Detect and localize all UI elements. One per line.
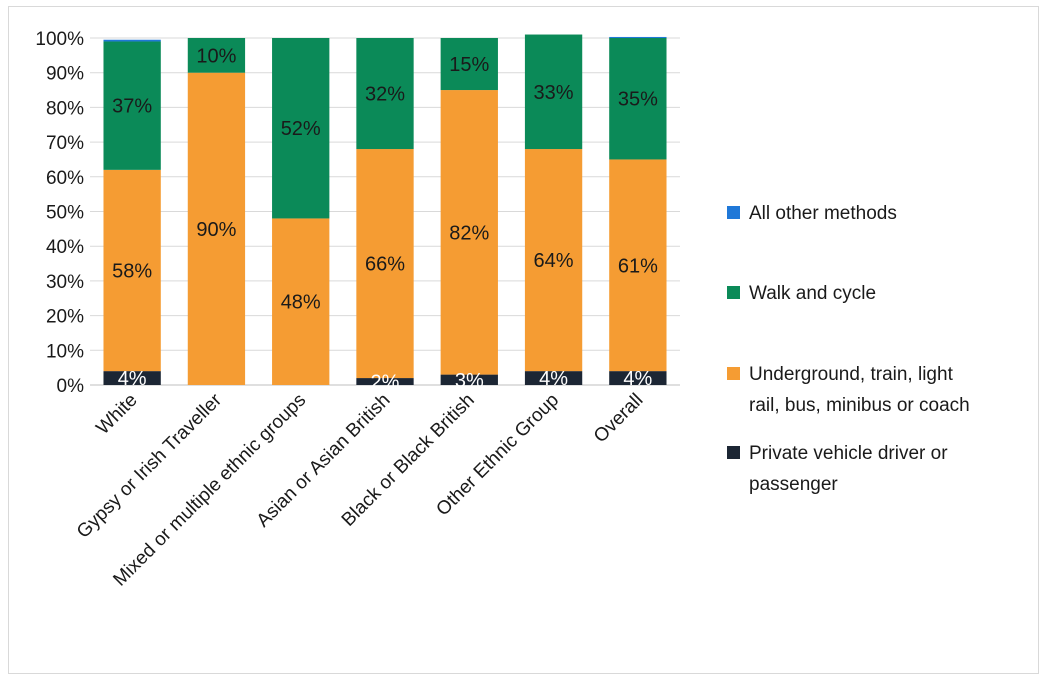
data-label: 33% (534, 82, 574, 104)
bar-segment (609, 159, 667, 372)
x-tick-label: White (92, 390, 141, 439)
data-label: 32% (365, 84, 405, 106)
legend-label: All other methods (749, 203, 897, 224)
y-tick-label: 40% (46, 237, 84, 258)
bar-segment (272, 218, 330, 385)
data-label: 4% (539, 368, 568, 390)
x-tick-label: Gypsy or Irish Traveller (73, 389, 226, 542)
legend-label: Walk and cycle (749, 283, 876, 304)
bar-segment (272, 38, 330, 219)
data-label: 4% (118, 368, 147, 390)
y-tick-label: 80% (46, 98, 84, 119)
y-tick-label: 0% (57, 376, 85, 397)
y-tick-label: 100% (35, 29, 84, 50)
data-label: 61% (618, 255, 658, 277)
bar-segment (440, 374, 498, 385)
bar-segment (609, 371, 667, 385)
legend: All other methods Walk and cycle Undergrou… (727, 203, 970, 495)
x-tick-label: Overall (590, 390, 647, 447)
legend-swatch (727, 286, 740, 299)
data-label: 10% (196, 45, 236, 67)
y-tick-label: 90% (46, 64, 84, 85)
bar-segment (440, 90, 498, 375)
data-label: 48% (281, 292, 321, 314)
bar-segment (524, 34, 583, 150)
legend-label: Underground, train, light rail, bus, mini… (749, 364, 970, 416)
bar-segment (187, 72, 246, 385)
y-tick-label: 60% (46, 168, 84, 189)
legend-swatch (727, 367, 740, 380)
bar-segment (524, 371, 583, 385)
bar-segment (356, 38, 414, 150)
y-tick-label: 70% (46, 133, 84, 154)
legend-label: Private vehicle driver or passenger (749, 443, 948, 495)
legend-swatch (727, 446, 740, 459)
data-label: 66% (365, 254, 405, 276)
bar-segment (103, 39, 161, 42)
bar-segment (609, 38, 667, 160)
data-label: 64% (534, 250, 574, 272)
y-tick-label: 50% (46, 203, 84, 224)
bars (103, 34, 667, 385)
bar-segment (356, 149, 414, 379)
bar-segment (356, 378, 414, 385)
bar-segment (103, 41, 161, 170)
bar-segment (103, 371, 161, 385)
y-tick-label: 30% (46, 272, 84, 293)
data-label: 4% (623, 368, 652, 390)
bar-segment (440, 38, 498, 91)
legend-swatch (727, 206, 740, 219)
bar-segment (609, 36, 667, 38)
data-label: 3% (455, 370, 484, 392)
data-label: 35% (618, 89, 658, 111)
y-axis: 0% 10% 20% 30% 40% 50% 60% 70% 80% 90% 100% (35, 29, 84, 397)
data-label: 90% (196, 219, 236, 241)
data-label: 52% (281, 118, 321, 140)
bar-segment (103, 169, 161, 372)
data-label: 15% (449, 54, 489, 76)
data-label: 2% (371, 372, 400, 394)
bar-segment (187, 38, 246, 73)
data-labels: 4% 58% 37% 90% 10% 48% 52% 2% 66% 32% 3% 82% 15% 4% 64… (112, 45, 658, 393)
data-label: 82% (449, 222, 489, 244)
data-label: 58% (112, 260, 152, 282)
y-tick-label: 10% (46, 341, 84, 362)
bar-segment (524, 149, 583, 372)
data-label: 37% (112, 96, 152, 118)
y-tick-label: 20% (46, 307, 84, 328)
chart-frame (8, 6, 1039, 674)
